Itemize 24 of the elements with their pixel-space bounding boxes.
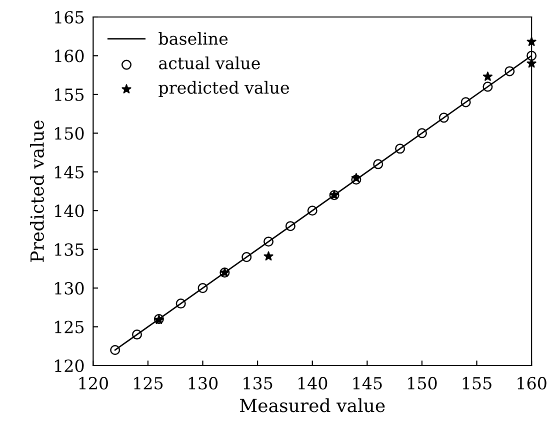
x-tick-label: 140 — [298, 376, 328, 390]
legend-label: actual value — [158, 56, 260, 70]
y-tick-label: 130 — [55, 282, 84, 295]
y-tick-label: 140 — [55, 204, 84, 218]
y-tick-label: 125 — [55, 320, 84, 334]
x-tick-label: 160 — [518, 376, 546, 390]
x-tick-label: 135 — [244, 376, 272, 390]
x-tick-label: 150 — [408, 376, 437, 390]
y-tick-label: 150 — [55, 127, 84, 140]
y-tick-label: 155 — [55, 88, 84, 102]
y-tick-label: 165 — [55, 10, 84, 24]
x-tick-label: 130 — [188, 376, 218, 390]
y-tick-label: 135 — [55, 243, 84, 256]
y-tick-label: 145 — [55, 166, 84, 178]
legend-label: predicted value — [158, 80, 289, 98]
x-tick-label: 120 — [79, 376, 108, 390]
y-axis-title: Predicted value — [30, 120, 44, 262]
x-tick-label: 155 — [462, 376, 492, 390]
legend-label: baseline — [158, 32, 228, 45]
y-tick-label: 120 — [55, 359, 84, 372]
y-tick-label: 160 — [55, 50, 84, 62]
x-tick-label: 125 — [134, 376, 163, 390]
x-tick-label: 145 — [353, 376, 382, 390]
x-axis-title: Measured value — [240, 398, 385, 412]
